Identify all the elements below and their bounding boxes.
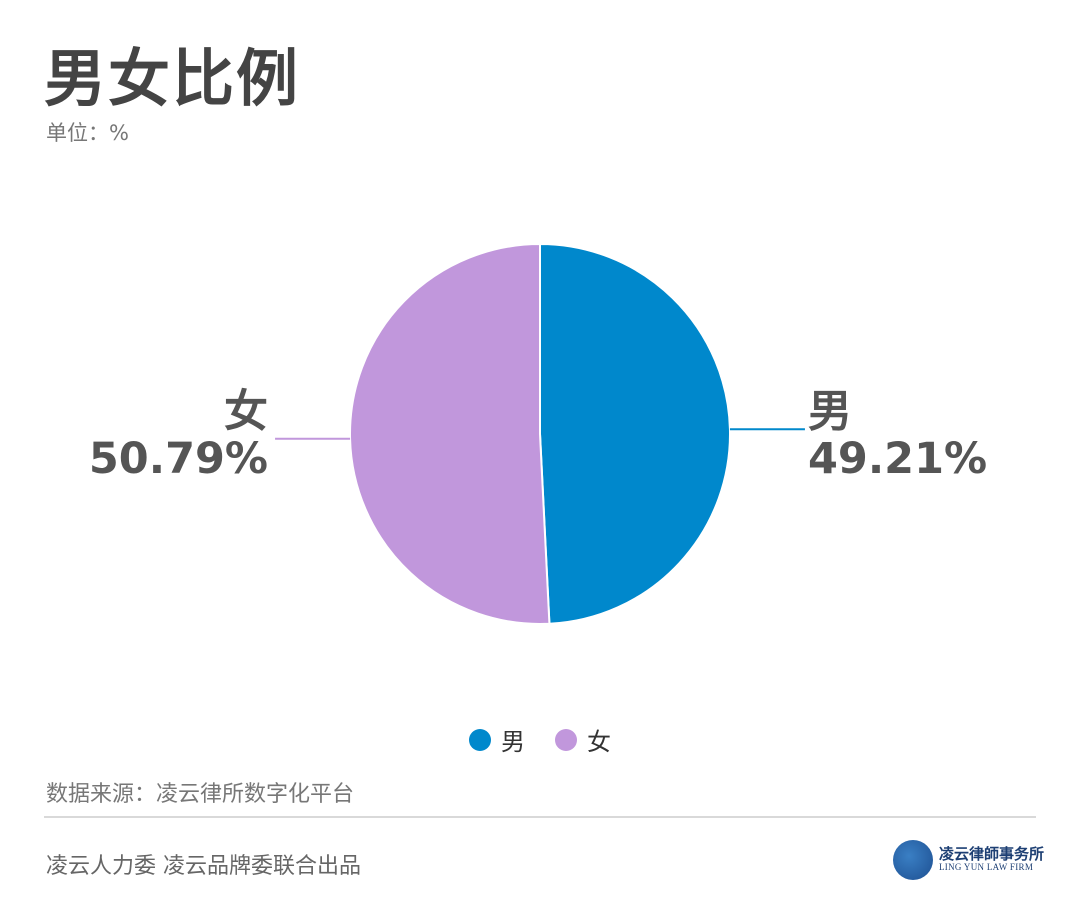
slice-label-male: 男 49.21% bbox=[808, 390, 987, 481]
divider bbox=[44, 816, 1036, 818]
firm-logo: 凌云律師事务所 LING YUN LAW FIRM bbox=[893, 840, 1044, 880]
legend-label-male: 男 bbox=[501, 728, 525, 756]
unit-label: 单位：% bbox=[46, 121, 129, 145]
legend-swatch-male bbox=[469, 728, 491, 751]
slice-value-male: 49.21% bbox=[808, 434, 988, 484]
legend-swatch-female bbox=[555, 728, 577, 751]
logo-text: 凌云律師事务所 LING YUN LAW FIRM bbox=[939, 847, 1044, 872]
data-source: 数据来源：凌云律所数字化平台 bbox=[46, 782, 355, 807]
chart-title: 男女比例 bbox=[44, 42, 301, 115]
logo-emblem-icon bbox=[893, 840, 933, 880]
credit-text: 凌云人力委 凌云品牌委联合出品 bbox=[46, 854, 361, 879]
logo-name-en: LING YUN LAW FIRM bbox=[939, 862, 1034, 873]
legend-item-female: 女 bbox=[555, 722, 611, 757]
legend-item-male: 男 bbox=[469, 722, 525, 757]
pie-slice-male bbox=[539, 242, 731, 625]
logo-name-cn: 凌云律師事务所 bbox=[939, 845, 1045, 864]
slice-label-female: 女 50.79% bbox=[89, 390, 268, 481]
pie-slice-female bbox=[349, 242, 551, 625]
legend: 男 女 bbox=[0, 722, 1080, 757]
legend-label-female: 女 bbox=[587, 728, 611, 756]
slice-value-female: 50.79% bbox=[88, 434, 268, 484]
slice-name-female: 女 bbox=[224, 386, 268, 437]
slice-name-male: 男 bbox=[808, 386, 852, 437]
